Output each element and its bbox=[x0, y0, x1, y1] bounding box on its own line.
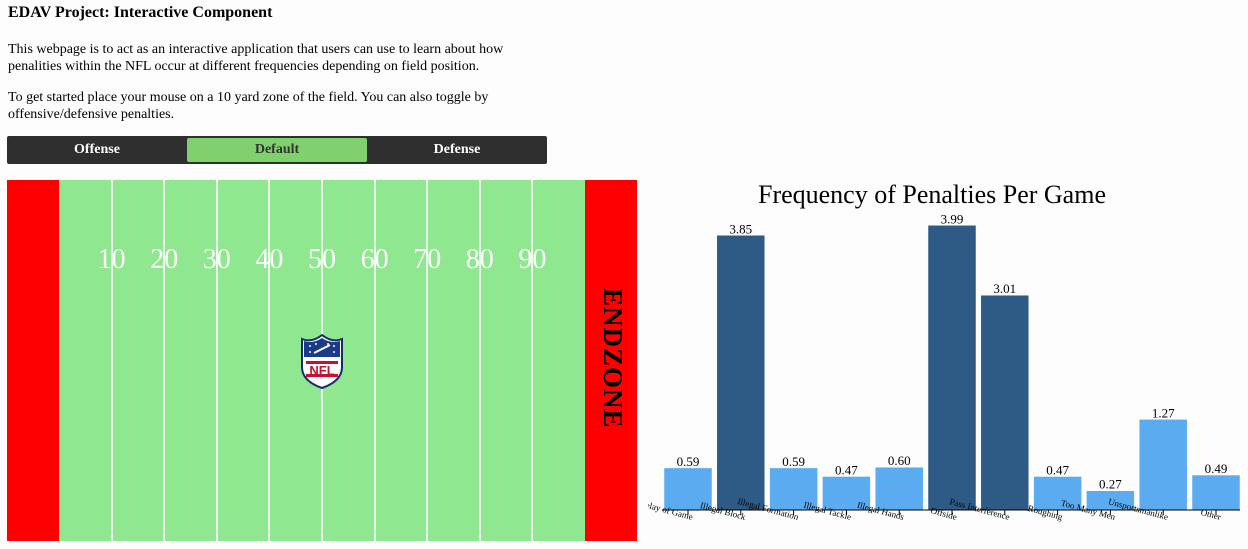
penalty-toggle: Offense Default Defense bbox=[7, 136, 547, 164]
bar-value-label: 3.01 bbox=[993, 281, 1016, 296]
bar-roughing[interactable] bbox=[1033, 476, 1082, 511]
bar-value-label: 0.59 bbox=[677, 454, 700, 469]
bar-illegal-formation[interactable] bbox=[769, 467, 818, 511]
football-field[interactable]: ENDZONE 10 20 30 40 50 60 70 80 90 NFL bbox=[7, 180, 637, 541]
bar-value-label: 0.47 bbox=[1046, 462, 1069, 477]
yard-number-40: 40 bbox=[255, 244, 284, 275]
yard-number-80: 80 bbox=[465, 244, 494, 275]
bar-pass-interference[interactable] bbox=[980, 294, 1030, 511]
offense-button[interactable]: Offense bbox=[7, 136, 187, 164]
yard-number-10: 10 bbox=[97, 244, 126, 275]
bar-illegal-tackle[interactable] bbox=[822, 476, 871, 511]
yard-number-70: 70 bbox=[413, 244, 442, 275]
chart-title: Frequency of Penalties Per Game bbox=[758, 180, 1106, 209]
instructions-text: To get started place your mouse on a 10 … bbox=[8, 90, 489, 122]
bar-value-label: 0.27 bbox=[1099, 477, 1122, 492]
penalty-frequency-chart: Frequency of Penalties Per Game 0.59 3.85… bbox=[648, 180, 1241, 522]
yard-line bbox=[531, 180, 534, 541]
bar-unsportsmanlike[interactable] bbox=[1138, 419, 1188, 511]
yard-line bbox=[373, 180, 376, 541]
endzone-right[interactable] bbox=[585, 180, 637, 541]
nfl-shield-icon: NFL bbox=[301, 333, 343, 389]
yard-number-50: 50 bbox=[308, 244, 336, 275]
bar-value-label: 3.85 bbox=[729, 221, 752, 236]
yard-line bbox=[110, 180, 113, 541]
yard-number-20: 20 bbox=[150, 244, 179, 275]
bar-offside[interactable] bbox=[927, 225, 977, 511]
page-title: EDAV Project: Interactive Component bbox=[8, 4, 273, 21]
intro-text: This webpage is to act as an interactive… bbox=[8, 42, 504, 74]
endzone-left[interactable] bbox=[7, 180, 59, 541]
default-button[interactable]: Default bbox=[187, 138, 367, 162]
bar-other[interactable] bbox=[1191, 474, 1241, 511]
yard-line bbox=[215, 180, 218, 541]
yard-line bbox=[268, 180, 271, 541]
bar-value-label: 0.49 bbox=[1205, 461, 1228, 476]
endzone-label: ENDZONE bbox=[598, 288, 628, 429]
yard-number-30: 30 bbox=[202, 244, 231, 275]
bar-value-label: 3.99 bbox=[941, 211, 964, 226]
bar-value-label: 0.59 bbox=[782, 454, 805, 469]
bar-illegal-hands[interactable] bbox=[874, 466, 924, 511]
yard-number-90: 90 bbox=[518, 244, 547, 275]
yard-number-60: 60 bbox=[360, 244, 389, 275]
bar-delay-of-game[interactable] bbox=[663, 467, 713, 511]
defense-button[interactable]: Defense bbox=[367, 136, 547, 164]
bar-illegal-block[interactable] bbox=[716, 235, 766, 511]
yard-line bbox=[478, 180, 481, 541]
yard-line bbox=[426, 180, 429, 541]
bar-value-label: 1.27 bbox=[1152, 405, 1175, 420]
bar-value-label: 0.60 bbox=[888, 453, 911, 468]
yard-line bbox=[163, 180, 166, 541]
bar-value-label: 0.47 bbox=[835, 462, 858, 477]
svg-text:NFL: NFL bbox=[309, 363, 334, 378]
